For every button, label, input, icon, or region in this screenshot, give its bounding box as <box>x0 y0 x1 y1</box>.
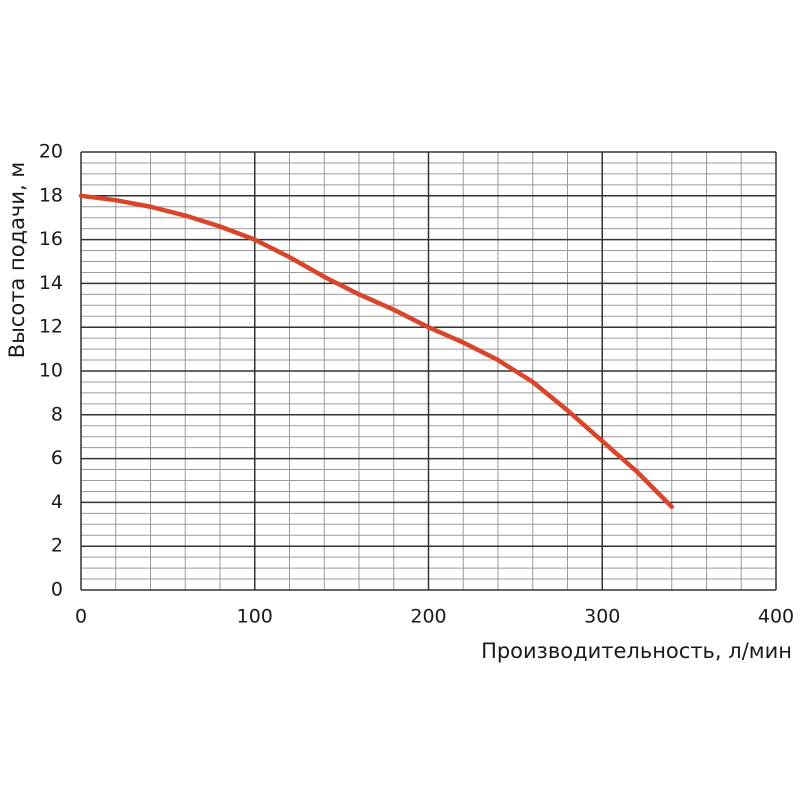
y-tick-label: 4 <box>51 491 63 513</box>
y-axis-label: Высота подачи, м <box>5 162 29 358</box>
y-tick-label: 18 <box>39 184 63 206</box>
x-tick-label: 300 <box>584 606 620 628</box>
y-tick-label: 12 <box>39 316 63 338</box>
x-tick-label: 200 <box>410 606 446 628</box>
line-series <box>78 193 674 510</box>
y-tick-label: 20 <box>39 141 63 163</box>
y-tick-label: 8 <box>51 403 63 425</box>
x-tick-label: 100 <box>237 606 273 628</box>
y-tick-label: 14 <box>39 272 63 294</box>
y-tick-label: 0 <box>51 579 63 601</box>
x-tick-label: 0 <box>75 606 87 628</box>
y-tick-label: 16 <box>39 228 63 250</box>
y-tick-label: 6 <box>51 447 63 469</box>
x-tick-label: 400 <box>758 606 794 628</box>
y-tick-label: 10 <box>39 360 63 382</box>
y-tick-label: 2 <box>51 535 63 557</box>
x-axis-label: Производительность, л/мин <box>481 639 792 663</box>
